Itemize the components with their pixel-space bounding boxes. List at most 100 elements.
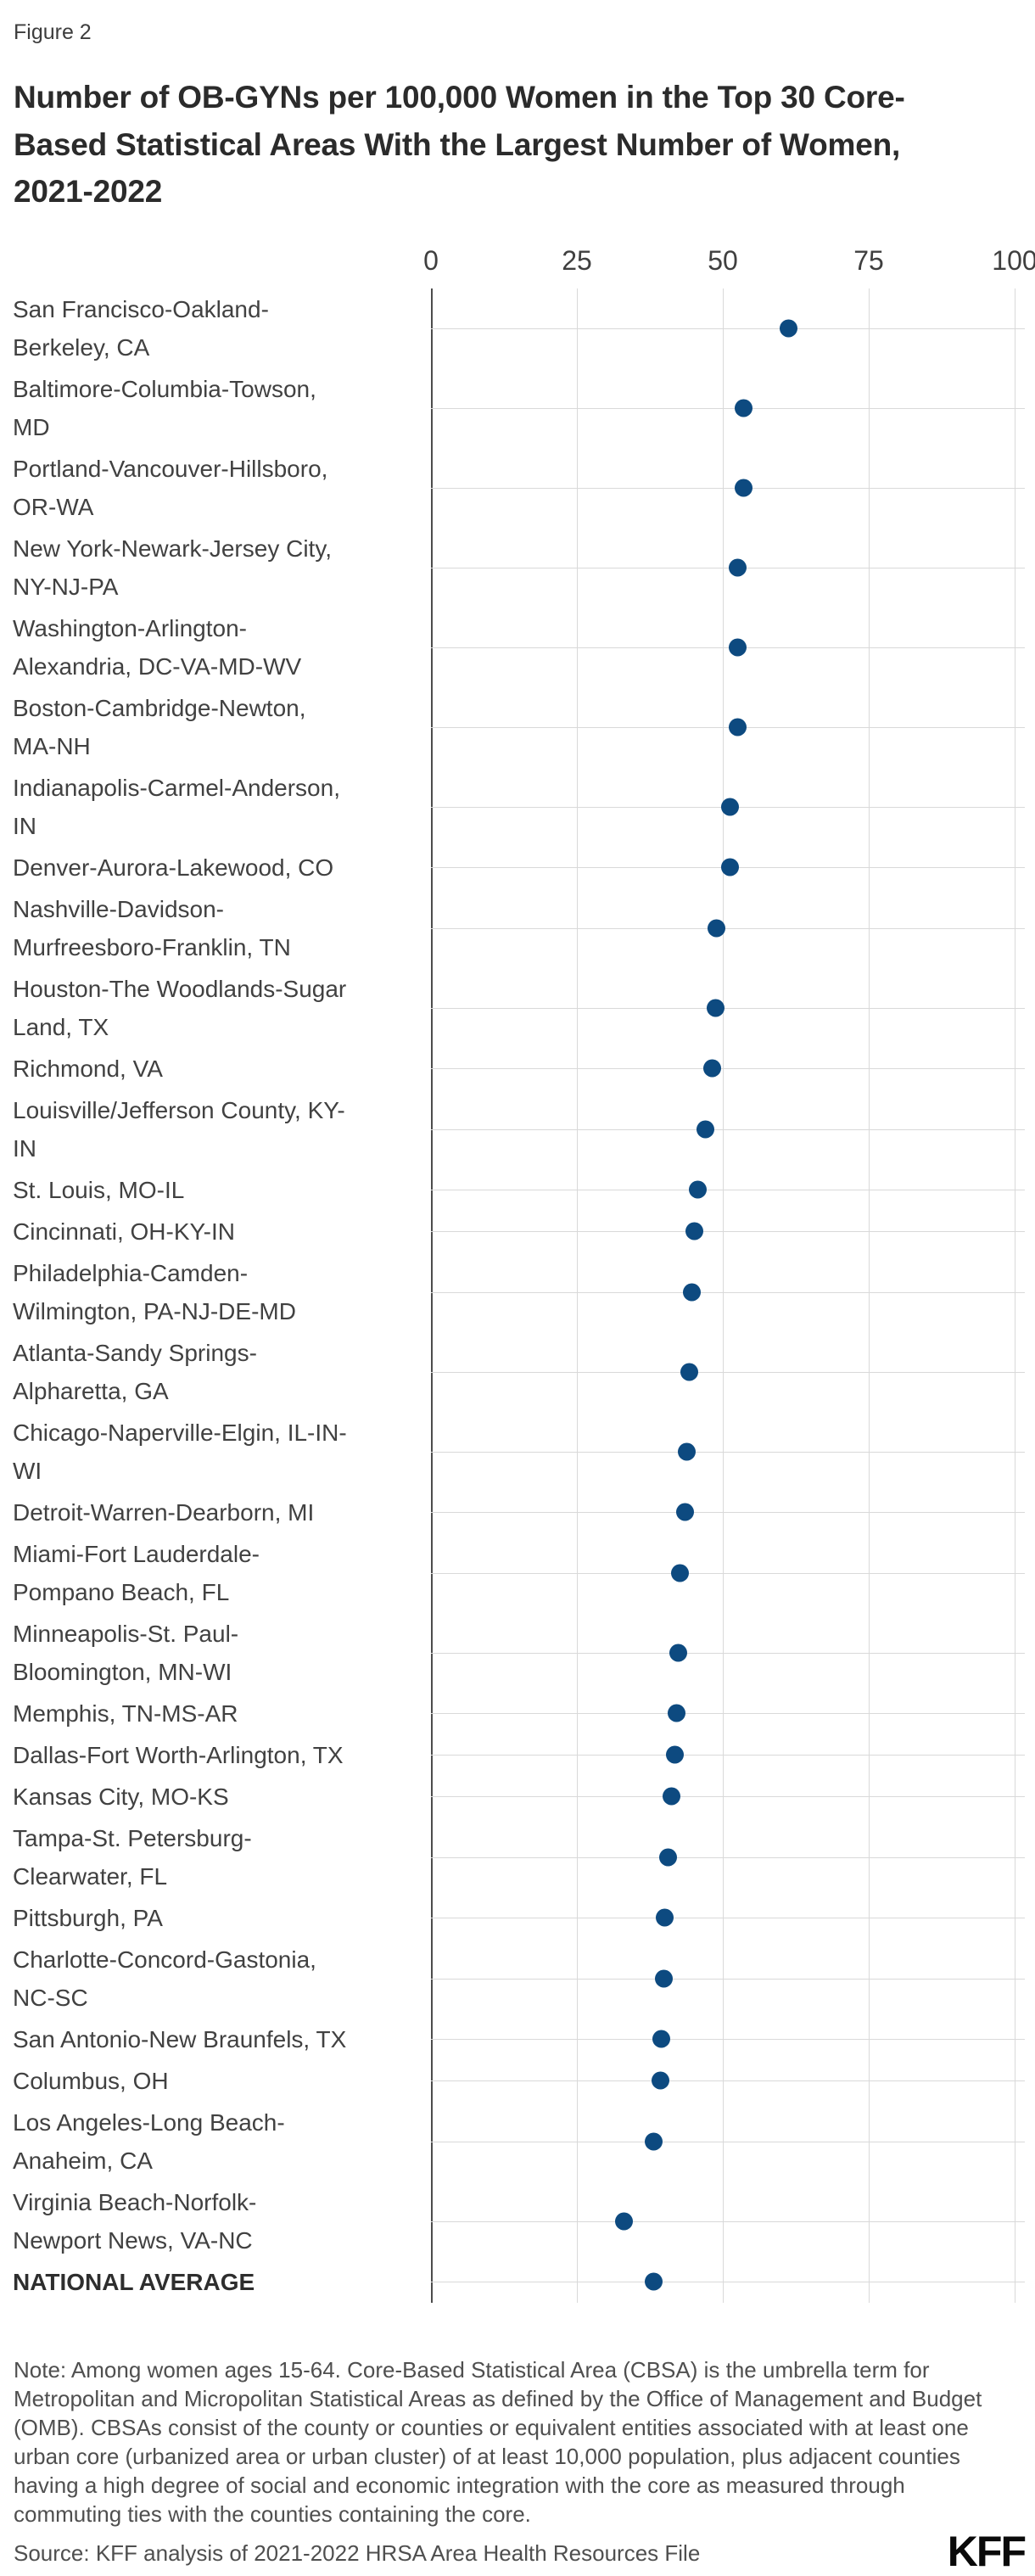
chart-row: Miami-Fort Lauderdale- Pompano Beach, FL xyxy=(13,1533,1025,1613)
data-point-dot[interactable] xyxy=(728,718,747,736)
row-label-line: San Antonio-New Braunfels, TX xyxy=(13,2025,347,2052)
data-point-dot[interactable] xyxy=(615,2212,634,2230)
chart-row: Baltimore-Columbia-Towson, MD xyxy=(13,368,1025,448)
data-point-dot[interactable] xyxy=(703,1059,722,1078)
data-point-dot[interactable] xyxy=(721,798,740,815)
data-point-dot[interactable] xyxy=(707,999,725,1016)
chart-footer: Note: Among women ages 15-64. Core-Based… xyxy=(14,2355,1027,2576)
row-plot-area xyxy=(431,529,1025,606)
row-label-line: Detroit-Warren-Dearborn, MI xyxy=(13,1498,315,1526)
data-point-dot[interactable] xyxy=(655,1969,673,1987)
horizontal-gridline xyxy=(431,1291,1025,1293)
chart-title: Number of OB-GYNs per 100,000 Women in t… xyxy=(14,74,1021,216)
row-label-line: Virginia Beach-Norfolk- xyxy=(13,2188,257,2215)
data-point-dot[interactable] xyxy=(734,399,752,417)
data-point-dot[interactable] xyxy=(669,1644,687,1661)
chart-row: St. Louis, MO-IL xyxy=(13,1169,1025,1211)
x-axis-tick-label: 25 xyxy=(562,244,592,276)
data-point-dot[interactable] xyxy=(662,1787,680,1806)
row-plot-area xyxy=(431,1493,1025,1532)
chart-row: Cincinnati, OH-KY-IN xyxy=(13,1211,1025,1252)
row-label-line: Bloomington, MN-WI xyxy=(13,1658,232,1685)
row-label-line: OR-WA xyxy=(13,493,94,520)
data-point-dot[interactable] xyxy=(656,1908,674,1927)
horizontal-gridline xyxy=(431,2039,1025,2040)
data-point-dot[interactable] xyxy=(670,1564,689,1582)
row-label-line: St. Louis, MO-IL xyxy=(13,1176,185,1203)
row-label-line: Columbus, OH xyxy=(13,2067,169,2094)
row-label: Portland-Vancouver-Hillsboro, OR-WA xyxy=(13,450,401,526)
data-point-dot[interactable] xyxy=(683,1283,702,1301)
row-plot-area xyxy=(431,970,1025,1046)
data-point-dot[interactable] xyxy=(734,479,752,496)
data-point-dot[interactable] xyxy=(696,1120,714,1138)
row-plot-area xyxy=(431,2062,1025,2100)
row-label-line: Miami-Fort Lauderdale- xyxy=(13,1540,260,1567)
row-plot-area xyxy=(431,2103,1025,2180)
row-label-line: Indianapolis-Carmel-Anderson, xyxy=(13,774,340,801)
data-point-dot[interactable] xyxy=(720,858,739,876)
data-point-dot[interactable] xyxy=(688,1180,707,1199)
row-label: New York-Newark-Jersey City, NY-NJ-PA xyxy=(13,529,401,606)
chart-row: Portland-Vancouver-Hillsboro, OR-WA xyxy=(13,448,1025,528)
row-label: Baltimore-Columbia-Towson, MD xyxy=(13,370,401,446)
horizontal-gridline xyxy=(431,1128,1025,1130)
chart-row: New York-Newark-Jersey City, NY-NJ-PA xyxy=(13,528,1025,608)
chart-row: Atlanta-Sandy Springs- Alpharetta, GA xyxy=(13,1332,1025,1412)
row-label-line: Houston-The Woodlands-Sugar xyxy=(13,975,347,1002)
chart-row: Memphis, TN-MS-AR xyxy=(13,1693,1025,1734)
figure-number-label: Figure 2 xyxy=(14,20,92,44)
x-axis-tick-label: 50 xyxy=(708,244,738,276)
row-plot-area xyxy=(431,1940,1025,2017)
data-point-dot[interactable] xyxy=(658,1848,677,1866)
row-plot-area xyxy=(431,1414,1025,1490)
data-point-dot[interactable] xyxy=(668,1704,686,1722)
row-label: San Francisco-Oakland- Berkeley, CA xyxy=(13,290,401,367)
horizontal-gridline xyxy=(431,1068,1025,1069)
row-label-line: MA-NH xyxy=(13,732,91,759)
row-plot-area xyxy=(431,450,1025,526)
row-label-line: IN xyxy=(13,812,36,839)
row-label-line: Alexandria, DC-VA-MD-WV xyxy=(13,652,302,680)
horizontal-gridline xyxy=(431,2080,1025,2081)
data-point-dot[interactable] xyxy=(728,638,747,656)
row-label-line: Newport News, VA-NC xyxy=(13,2226,253,2254)
note-text: Note: Among women ages 15-64. Core-Based… xyxy=(14,2356,982,2527)
chart-row: Indianapolis-Carmel-Anderson, IN xyxy=(13,767,1025,847)
row-label-line: Land, TX xyxy=(13,1013,109,1040)
row-plot-area xyxy=(431,848,1025,887)
data-point-dot[interactable] xyxy=(666,1745,685,1764)
data-point-dot[interactable] xyxy=(707,919,725,937)
data-point-dot[interactable] xyxy=(651,2071,669,2090)
chart-row: Kansas City, MO-KS xyxy=(13,1776,1025,1817)
chart-row: Louisville/Jefferson County, KY- IN xyxy=(13,1089,1025,1169)
data-point-dot[interactable] xyxy=(645,2272,663,2291)
data-point-dot[interactable] xyxy=(645,2132,663,2150)
row-label: Chicago-Naperville-Elgin, IL-IN- WI xyxy=(13,1414,401,1490)
horizontal-gridline xyxy=(431,1371,1025,1373)
row-plot-area xyxy=(431,1694,1025,1733)
row-label-line: Dallas-Fort Worth-Arlington, TX xyxy=(13,1741,344,1768)
data-point-dot[interactable] xyxy=(677,1442,696,1460)
data-point-dot[interactable] xyxy=(779,319,797,337)
data-point-dot[interactable] xyxy=(680,1363,698,1380)
row-plot-area xyxy=(431,1899,1025,1937)
row-plot-area xyxy=(431,1535,1025,1611)
row-label-line: Portland-Vancouver-Hillsboro, xyxy=(13,455,328,482)
row-label-line: Los Angeles-Long Beach- xyxy=(13,2108,285,2136)
data-point-dot[interactable] xyxy=(685,1222,704,1240)
horizontal-gridline xyxy=(431,1451,1025,1453)
data-point-dot[interactable] xyxy=(676,1503,695,1521)
horizontal-gridline xyxy=(431,1007,1025,1009)
row-label-line: Nashville-Davidson- xyxy=(13,895,224,922)
data-point-dot[interactable] xyxy=(652,2030,671,2048)
row-plot-area xyxy=(431,1819,1025,1896)
data-point-dot[interactable] xyxy=(729,558,747,576)
chart-row: Richmond, VA xyxy=(13,1048,1025,1089)
row-label: San Antonio-New Braunfels, TX xyxy=(13,2020,401,2058)
row-label: Indianapolis-Carmel-Anderson, IN xyxy=(13,769,401,845)
row-label-line: Alpharetta, GA xyxy=(13,1377,169,1404)
row-plot-area xyxy=(431,1778,1025,1816)
row-label-line: Atlanta-Sandy Springs- xyxy=(13,1339,257,1366)
row-label: Pittsburgh, PA xyxy=(13,1899,401,1937)
